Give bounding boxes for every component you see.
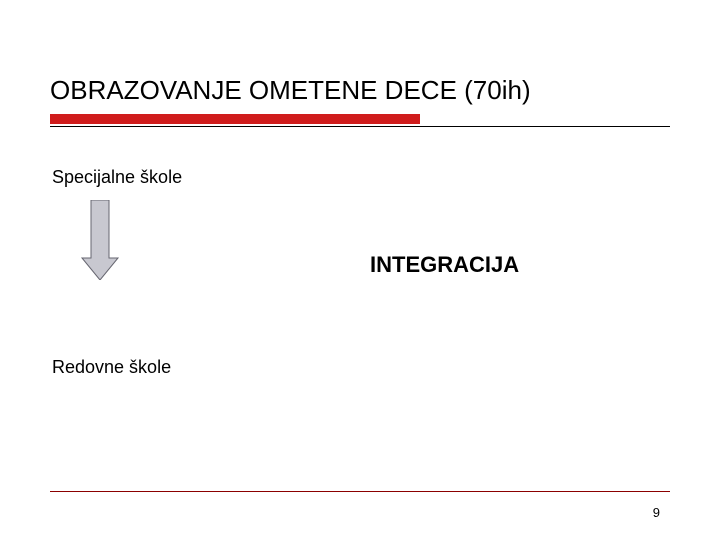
slide-title: OBRAZOVANJE OMETENE DECE (70ih): [50, 75, 670, 106]
slide-container: OBRAZOVANJE OMETENE DECE (70ih) Specijal…: [0, 0, 720, 540]
title-underline: [50, 126, 670, 127]
text-specijalne-skole: Specijalne škole: [52, 167, 670, 188]
text-integracija: INTEGRACIJA: [370, 252, 519, 278]
arrow-path: [82, 200, 118, 280]
page-number: 9: [653, 505, 660, 520]
text-redovne-skole: Redovne škole: [52, 357, 670, 378]
footer-divider: [50, 491, 670, 492]
title-red-bar: [50, 114, 420, 124]
